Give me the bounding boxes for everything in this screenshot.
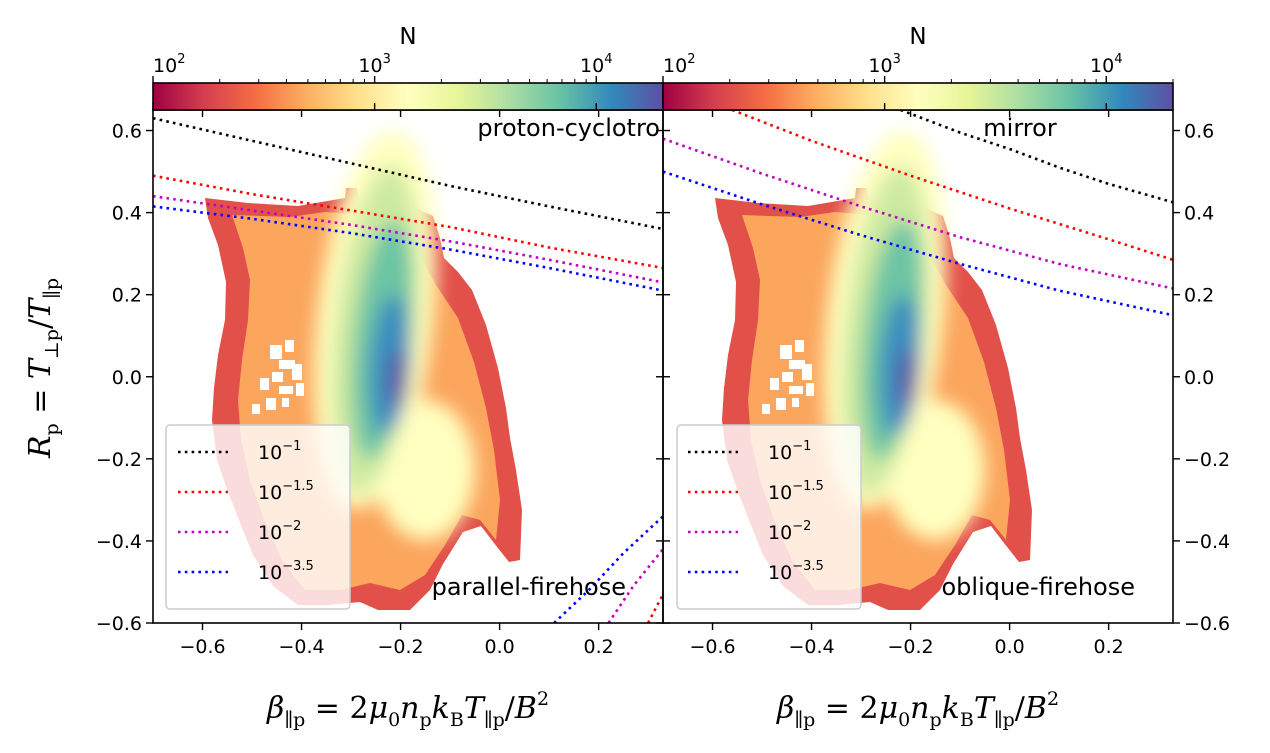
empty-bins [762,340,814,414]
legend: 10−1 10−1.5 10−2 10−3.5 [165,424,351,610]
colorbar-tick-label: 102 [663,52,695,77]
y-tick-label: −0.6 [1184,613,1230,635]
x-tick-label: 0.2 [1094,636,1124,658]
right-panel: 10−1 10−1.5 10−2 10−3.5 mirror oblique-fire… [662,24,1230,658]
threshold-curve-parallel-firehose [646,593,663,623]
colorbar-title: N [399,24,416,50]
threshold-curve-proton-cyclotron [153,205,663,292]
axes: −0.6 −0.4 −0.2 0.0 0.2 −0.6 −0.4 −0.2 0.0 0.2 0.4 0… [96,110,663,658]
y-tick-label: −0.4 [96,531,142,553]
y-tick-label: 0.0 [112,367,142,389]
threshold-curve-proton-cyclotron [153,116,663,231]
x-axis-label-right: β∥p = 2μ0npkBT∥p/B2 [776,688,1059,731]
threshold-curves [153,116,663,623]
threshold-curve-parallel-firehose [553,515,663,623]
y-tick-label: 0.6 [112,121,142,143]
left-panel: 10−1 10−1.5 10−2 10−3.5 proton-cyclotro par… [96,24,664,658]
x-tick-label: −0.6 [689,636,735,658]
x-tick-label: 0.0 [994,636,1024,658]
y-axis-label: Rp = T⊥p/T∥p [23,278,63,459]
threshold-curve-mirror [663,170,1173,317]
annotation-proton-cyclotron: proton-cyclotro [477,114,660,142]
y-tick-label: −0.2 [1184,449,1230,471]
density-core [313,130,475,540]
y-tick-label: 0.2 [1184,285,1214,307]
legend-label: 10−1 [258,439,301,464]
threshold-curve-mirror [900,110,1173,204]
annotation-oblique-firehose: oblique-firehose [941,573,1135,601]
legend-label: 10−3.5 [258,559,314,584]
threshold-curve-parallel-firehose [607,548,663,623]
empty-bins [252,340,304,414]
threshold-curves [663,110,1173,317]
threshold-curve-proton-cyclotron [153,174,663,270]
y-tick-label: 0.6 [1184,121,1214,143]
axes: −0.6 −0.4 −0.2 0.0 0.2 −0.6 −0.4 −0.2 0.0 0.2 0.4 0… [663,110,1230,658]
colorbar-ticks: 102 103 104 [662,52,1174,110]
svg-text:β∥p = 2μ0npkBT∥p/B2: β∥p = 2μ0npkBT∥p/B2 [776,688,1059,731]
annotation-mirror: mirror [983,114,1057,142]
legend-label: 10−2 [768,519,811,544]
legend-label: 10−2 [258,519,301,544]
x-axis-label-left: β∥p = 2μ0npkBT∥p/B2 [266,688,549,731]
svg-text:β∥p = 2μ0npkBT∥p/B2: β∥p = 2μ0npkBT∥p/B2 [266,688,549,731]
colorbar-tick-label: 102 [153,52,185,77]
colorbar-ticks: 102 103 104 [152,52,664,110]
legend-label: 10−1.5 [768,479,824,504]
y-tick-label: −0.4 [1184,531,1230,553]
colorbar-title: N [909,24,926,50]
colorbar: 102 103 104 N [662,24,1174,111]
colorbar-tick-label: 103 [868,52,900,77]
x-tick-label: −0.6 [179,636,225,658]
legend-label: 10−3.5 [768,559,824,584]
x-tick-label: 0.2 [584,636,614,658]
colorbar: 102 103 104 N [152,24,664,111]
colorbar-tick-label: 104 [580,52,612,77]
x-tick-label: −0.4 [278,636,324,658]
threshold-curve-mirror [731,110,1173,262]
x-tick-label: 0.0 [484,636,514,658]
annotation-parallel-firehose: parallel-firehose [432,573,626,601]
y-tick-label: 0.4 [112,203,142,225]
y-tick-label: 0.4 [1184,203,1214,225]
y-tick-label: −0.6 [96,613,142,635]
y-tick-label: 0.0 [1184,367,1214,389]
legend: 10−1 10−1.5 10−2 10−3.5 [676,424,862,610]
colorbar-tick-label: 103 [358,52,390,77]
threshold-curve-proton-cyclotron [153,194,663,284]
legend-label: 10−1.5 [258,479,314,504]
density-core [823,130,985,540]
colorbar-tick-label: 104 [1090,52,1122,77]
y-tick-label: 0.2 [112,285,142,307]
x-tick-label: −0.4 [788,636,834,658]
x-tick-label: −0.2 [888,636,934,658]
svg-text:Rp = T⊥p/T∥p: Rp = T⊥p/T∥p [23,278,63,459]
y-tick-label: −0.2 [96,449,142,471]
legend-label: 10−1 [768,439,811,464]
x-tick-label: −0.2 [378,636,424,658]
